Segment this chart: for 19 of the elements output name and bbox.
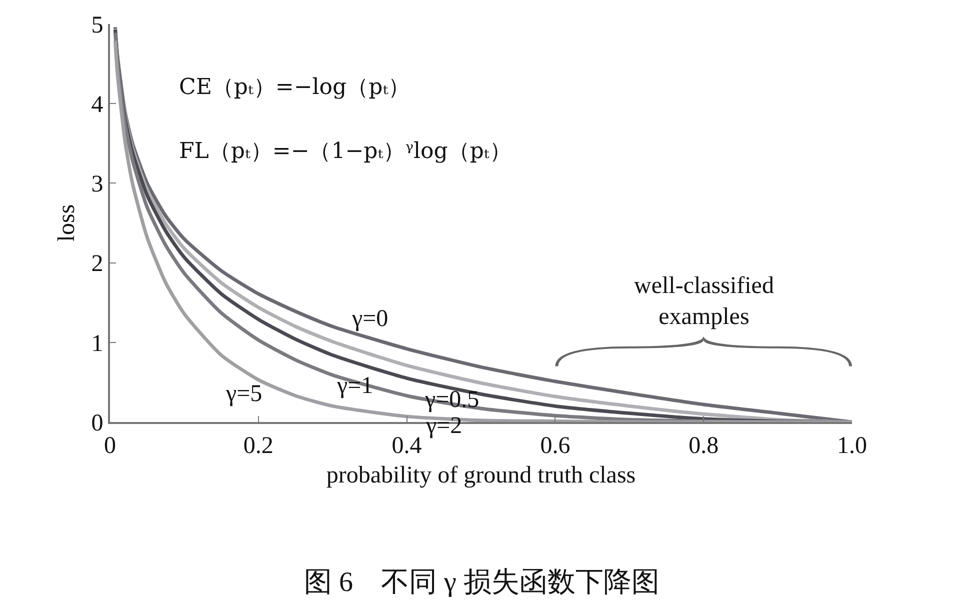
- caption: 图 6 不同 γ 损失函数下降图: [304, 567, 660, 598]
- y-axis-title: loss: [54, 204, 80, 242]
- y-tick-label: 4: [91, 92, 104, 118]
- y-tick-label: 5: [91, 12, 104, 38]
- annotation: FL（pₜ）=−（1−pₜ）ᵞlog（pₜ）: [179, 139, 512, 164]
- x-tick-label: 0.4: [392, 432, 422, 459]
- annotation: γ=0: [351, 306, 388, 332]
- x-tick-label: 1.0: [837, 432, 867, 459]
- y-tick-label: 3: [91, 172, 104, 198]
- y-tick-label: 1: [91, 330, 104, 357]
- x-tick-label: 0.6: [540, 432, 570, 459]
- y-tick-label: 2: [91, 251, 104, 278]
- x-tick-label: 0.2: [243, 432, 274, 459]
- annotation: CE（pₜ）=−log（pₜ）: [179, 75, 410, 100]
- x-axis-title: probability of ground truth class: [326, 462, 636, 489]
- x-tick-label: 0.8: [688, 432, 719, 459]
- y-tick-label: 0: [91, 410, 104, 436]
- annotation: γ=5: [225, 381, 262, 407]
- annotation: well-classified examples: [634, 273, 774, 330]
